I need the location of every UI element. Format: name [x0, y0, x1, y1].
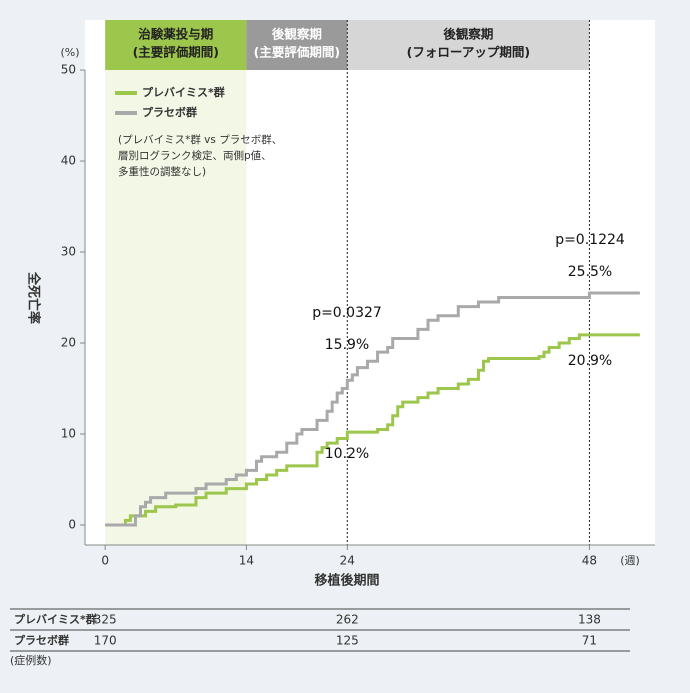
count: 325 — [94, 613, 117, 627]
phase-label: (フォローアップ期間) — [407, 45, 530, 60]
annotation: 20.9% — [568, 353, 612, 369]
legend-note: (プレバイミス*群 vs プラセボ群、 — [118, 133, 282, 146]
phase-label: 後観察期 — [272, 27, 322, 42]
y-tick-label: 40 — [61, 154, 76, 168]
count: 262 — [336, 613, 359, 627]
phase-label: 治験薬投与期 — [138, 27, 213, 42]
y-tick-label: 20 — [61, 336, 76, 350]
phase-label: (主要評価期間) — [133, 45, 219, 60]
legend-note: 多重性の調整なし) — [118, 165, 206, 178]
phase-header — [246, 20, 348, 70]
x-axis-title: 移植後期間 — [314, 573, 379, 589]
table-note: (症例数) — [10, 653, 52, 667]
phase-label: (主要評価期間) — [254, 45, 340, 60]
y-tick-label: 10 — [61, 426, 76, 440]
x-tick-label: 0 — [101, 554, 109, 568]
row-label: プラセボ群 — [14, 633, 69, 647]
y-axis-title: 全死亡率 — [26, 271, 42, 324]
legend-note: 層別ログランク検定、両側p値、 — [118, 149, 272, 162]
x-unit: (週) — [620, 554, 640, 567]
x-tick-label: 24 — [340, 554, 355, 568]
survival-curve — [105, 333, 640, 527]
row-label: プレバイミス*群 — [14, 612, 97, 626]
y-tick-label: 50 — [61, 63, 76, 77]
x-tick-label: 48 — [582, 554, 597, 568]
phase-label: 後観察期 — [443, 27, 493, 42]
legend-label: プラセボ群 — [142, 105, 197, 119]
annotation: p=0.0327 — [312, 305, 382, 321]
y-unit: (%) — [60, 46, 79, 59]
annotation: p=0.1224 — [555, 232, 625, 248]
annotation: 25.5% — [568, 264, 612, 280]
x-tick-label: 14 — [239, 554, 254, 568]
annotation: 10.2% — [325, 446, 369, 462]
phase-header — [105, 20, 247, 70]
count: 125 — [336, 634, 359, 648]
count: 138 — [578, 613, 601, 627]
phase-shade — [105, 70, 247, 545]
survival-curve — [105, 291, 640, 527]
annotation: 15.9% — [325, 337, 369, 353]
y-tick-label: 30 — [61, 245, 76, 259]
count: 71 — [582, 634, 597, 648]
count: 170 — [94, 634, 117, 648]
legend-label: プレバイミス*群 — [142, 85, 225, 99]
y-tick-label: 0 — [68, 517, 76, 531]
phase-header — [347, 20, 590, 70]
